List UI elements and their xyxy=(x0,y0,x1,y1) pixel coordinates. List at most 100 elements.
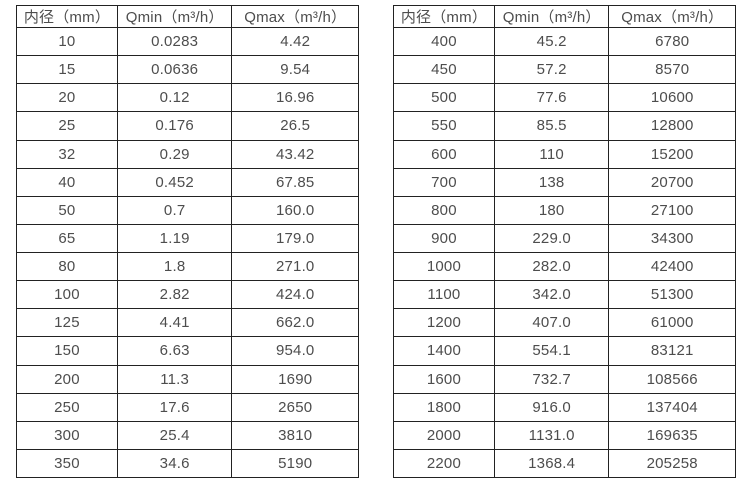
table-cell: 25 xyxy=(16,111,118,141)
table-cell: 10 xyxy=(16,26,118,57)
table-cell: 26.5 xyxy=(231,111,359,141)
header-row: 内径（mm） Qmin（m³/h） Qmax（m³/h） xyxy=(393,5,736,28)
table-cell: 0.0636 xyxy=(116,55,233,85)
table-cell: 1100 xyxy=(393,280,495,310)
table-cell: 137404 xyxy=(608,392,736,422)
flow-table-small-diameters: 内径（mm） Qmin（m³/h） Qmax（m³/h） 10 0.0283 4.42 15… xyxy=(16,5,359,479)
table-cell: 4.41 xyxy=(116,308,233,338)
table-cell: 180 xyxy=(493,195,610,225)
table-cell: 0.0283 xyxy=(116,26,233,57)
table-row: 32 0.29 43.42 xyxy=(16,139,359,169)
table-cell: 34.6 xyxy=(116,448,233,479)
table-row: 1200 407.0 61000 xyxy=(393,308,736,338)
table-cell: 229.0 xyxy=(493,223,610,254)
table-cell: 954.0 xyxy=(231,336,359,366)
table-cell: 1600 xyxy=(393,364,495,394)
table-cell: 77.6 xyxy=(493,83,610,113)
table-row: 2200 1368.4 205258 xyxy=(393,448,736,479)
table-cell: 700 xyxy=(393,167,495,197)
table-row: 50 0.7 160.0 xyxy=(16,195,359,225)
table-cell: 400 xyxy=(393,26,495,57)
table-cell: 17.6 xyxy=(116,392,233,422)
table-row: 80 1.8 271.0 xyxy=(16,251,359,282)
table-cell: 45.2 xyxy=(493,26,610,57)
table-row: 200 11.3 1690 xyxy=(16,364,359,394)
table-cell: 1368.4 xyxy=(493,448,610,479)
table-row: 15 0.0636 9.54 xyxy=(16,55,359,85)
table-cell: 350 xyxy=(16,448,118,479)
table-cell: 800 xyxy=(393,195,495,225)
table-cell: 51300 xyxy=(608,280,736,310)
table-cell: 169635 xyxy=(608,420,736,450)
table-cell: 110 xyxy=(493,139,610,169)
table-cell: 600 xyxy=(393,139,495,169)
column-header: Qmax（m³/h） xyxy=(231,5,359,28)
table-row: 150 6.63 954.0 xyxy=(16,336,359,366)
table-cell: 34300 xyxy=(608,223,736,254)
table-cell: 11.3 xyxy=(116,364,233,394)
table-row: 65 1.19 179.0 xyxy=(16,223,359,254)
table-row: 125 4.41 662.0 xyxy=(16,308,359,338)
table-row: 800 180 27100 xyxy=(393,195,736,225)
table-cell: 0.452 xyxy=(116,167,233,197)
table-cell: 0.176 xyxy=(116,111,233,141)
table-cell: 40 xyxy=(16,167,118,197)
table-cell: 65 xyxy=(16,223,118,254)
table-row: 20 0.12 16.96 xyxy=(16,83,359,113)
table-cell: 554.1 xyxy=(493,336,610,366)
table-cell: 15200 xyxy=(608,139,736,169)
table-cell: 150 xyxy=(16,336,118,366)
table-cell: 205258 xyxy=(608,448,736,479)
table-cell: 179.0 xyxy=(231,223,359,254)
table-cell: 1400 xyxy=(393,336,495,366)
table-cell: 9.54 xyxy=(231,55,359,85)
table-cell: 32 xyxy=(16,139,118,169)
table-cell: 6780 xyxy=(608,26,736,57)
table-cell: 50 xyxy=(16,195,118,225)
table-row: 300 25.4 3810 xyxy=(16,420,359,450)
table-cell: 916.0 xyxy=(493,392,610,422)
table-row: 2000 1131.0 169635 xyxy=(393,420,736,450)
table-cell: 250 xyxy=(16,392,118,422)
table-cell: 550 xyxy=(393,111,495,141)
table-cell: 407.0 xyxy=(493,308,610,338)
table-row: 700 138 20700 xyxy=(393,167,736,197)
table-cell: 2650 xyxy=(231,392,359,422)
table-cell: 271.0 xyxy=(231,251,359,282)
table-cell: 57.2 xyxy=(493,55,610,85)
table-row: 10 0.0283 4.42 xyxy=(16,26,359,57)
table-row: 450 57.2 8570 xyxy=(393,55,736,85)
flow-table-large-diameters: 内径（mm） Qmin（m³/h） Qmax（m³/h） 400 45.2 6780 450… xyxy=(393,5,736,479)
table-cell: 85.5 xyxy=(493,111,610,141)
table-row: 1800 916.0 137404 xyxy=(393,392,736,422)
table-cell: 1.19 xyxy=(116,223,233,254)
table-cell: 125 xyxy=(16,308,118,338)
table-cell: 900 xyxy=(393,223,495,254)
table-cell: 1000 xyxy=(393,251,495,282)
table-cell: 61000 xyxy=(608,308,736,338)
table-cell: 424.0 xyxy=(231,280,359,310)
table-row: 100 2.82 424.0 xyxy=(16,280,359,310)
table-cell: 3810 xyxy=(231,420,359,450)
table-cell: 282.0 xyxy=(493,251,610,282)
table-cell: 0.29 xyxy=(116,139,233,169)
table-cell: 160.0 xyxy=(231,195,359,225)
table-cell: 5190 xyxy=(231,448,359,479)
table-row: 1400 554.1 83121 xyxy=(393,336,736,366)
table-cell: 1690 xyxy=(231,364,359,394)
table-cell: 27100 xyxy=(608,195,736,225)
header-row: 内径（mm） Qmin（m³/h） Qmax（m³/h） xyxy=(16,5,359,28)
table-cell: 342.0 xyxy=(493,280,610,310)
table-cell: 1200 xyxy=(393,308,495,338)
table-cell: 200 xyxy=(16,364,118,394)
table-cell: 138 xyxy=(493,167,610,197)
table-cell: 1.8 xyxy=(116,251,233,282)
table-cell: 2000 xyxy=(393,420,495,450)
table-cell: 0.7 xyxy=(116,195,233,225)
table-row: 1100 342.0 51300 xyxy=(393,280,736,310)
table-cell: 67.85 xyxy=(231,167,359,197)
table-cell: 450 xyxy=(393,55,495,85)
table-cell: 2200 xyxy=(393,448,495,479)
table-cell: 83121 xyxy=(608,336,736,366)
